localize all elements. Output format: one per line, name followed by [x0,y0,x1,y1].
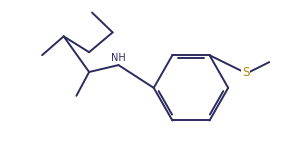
Text: NH: NH [111,53,126,63]
Text: S: S [242,66,249,80]
